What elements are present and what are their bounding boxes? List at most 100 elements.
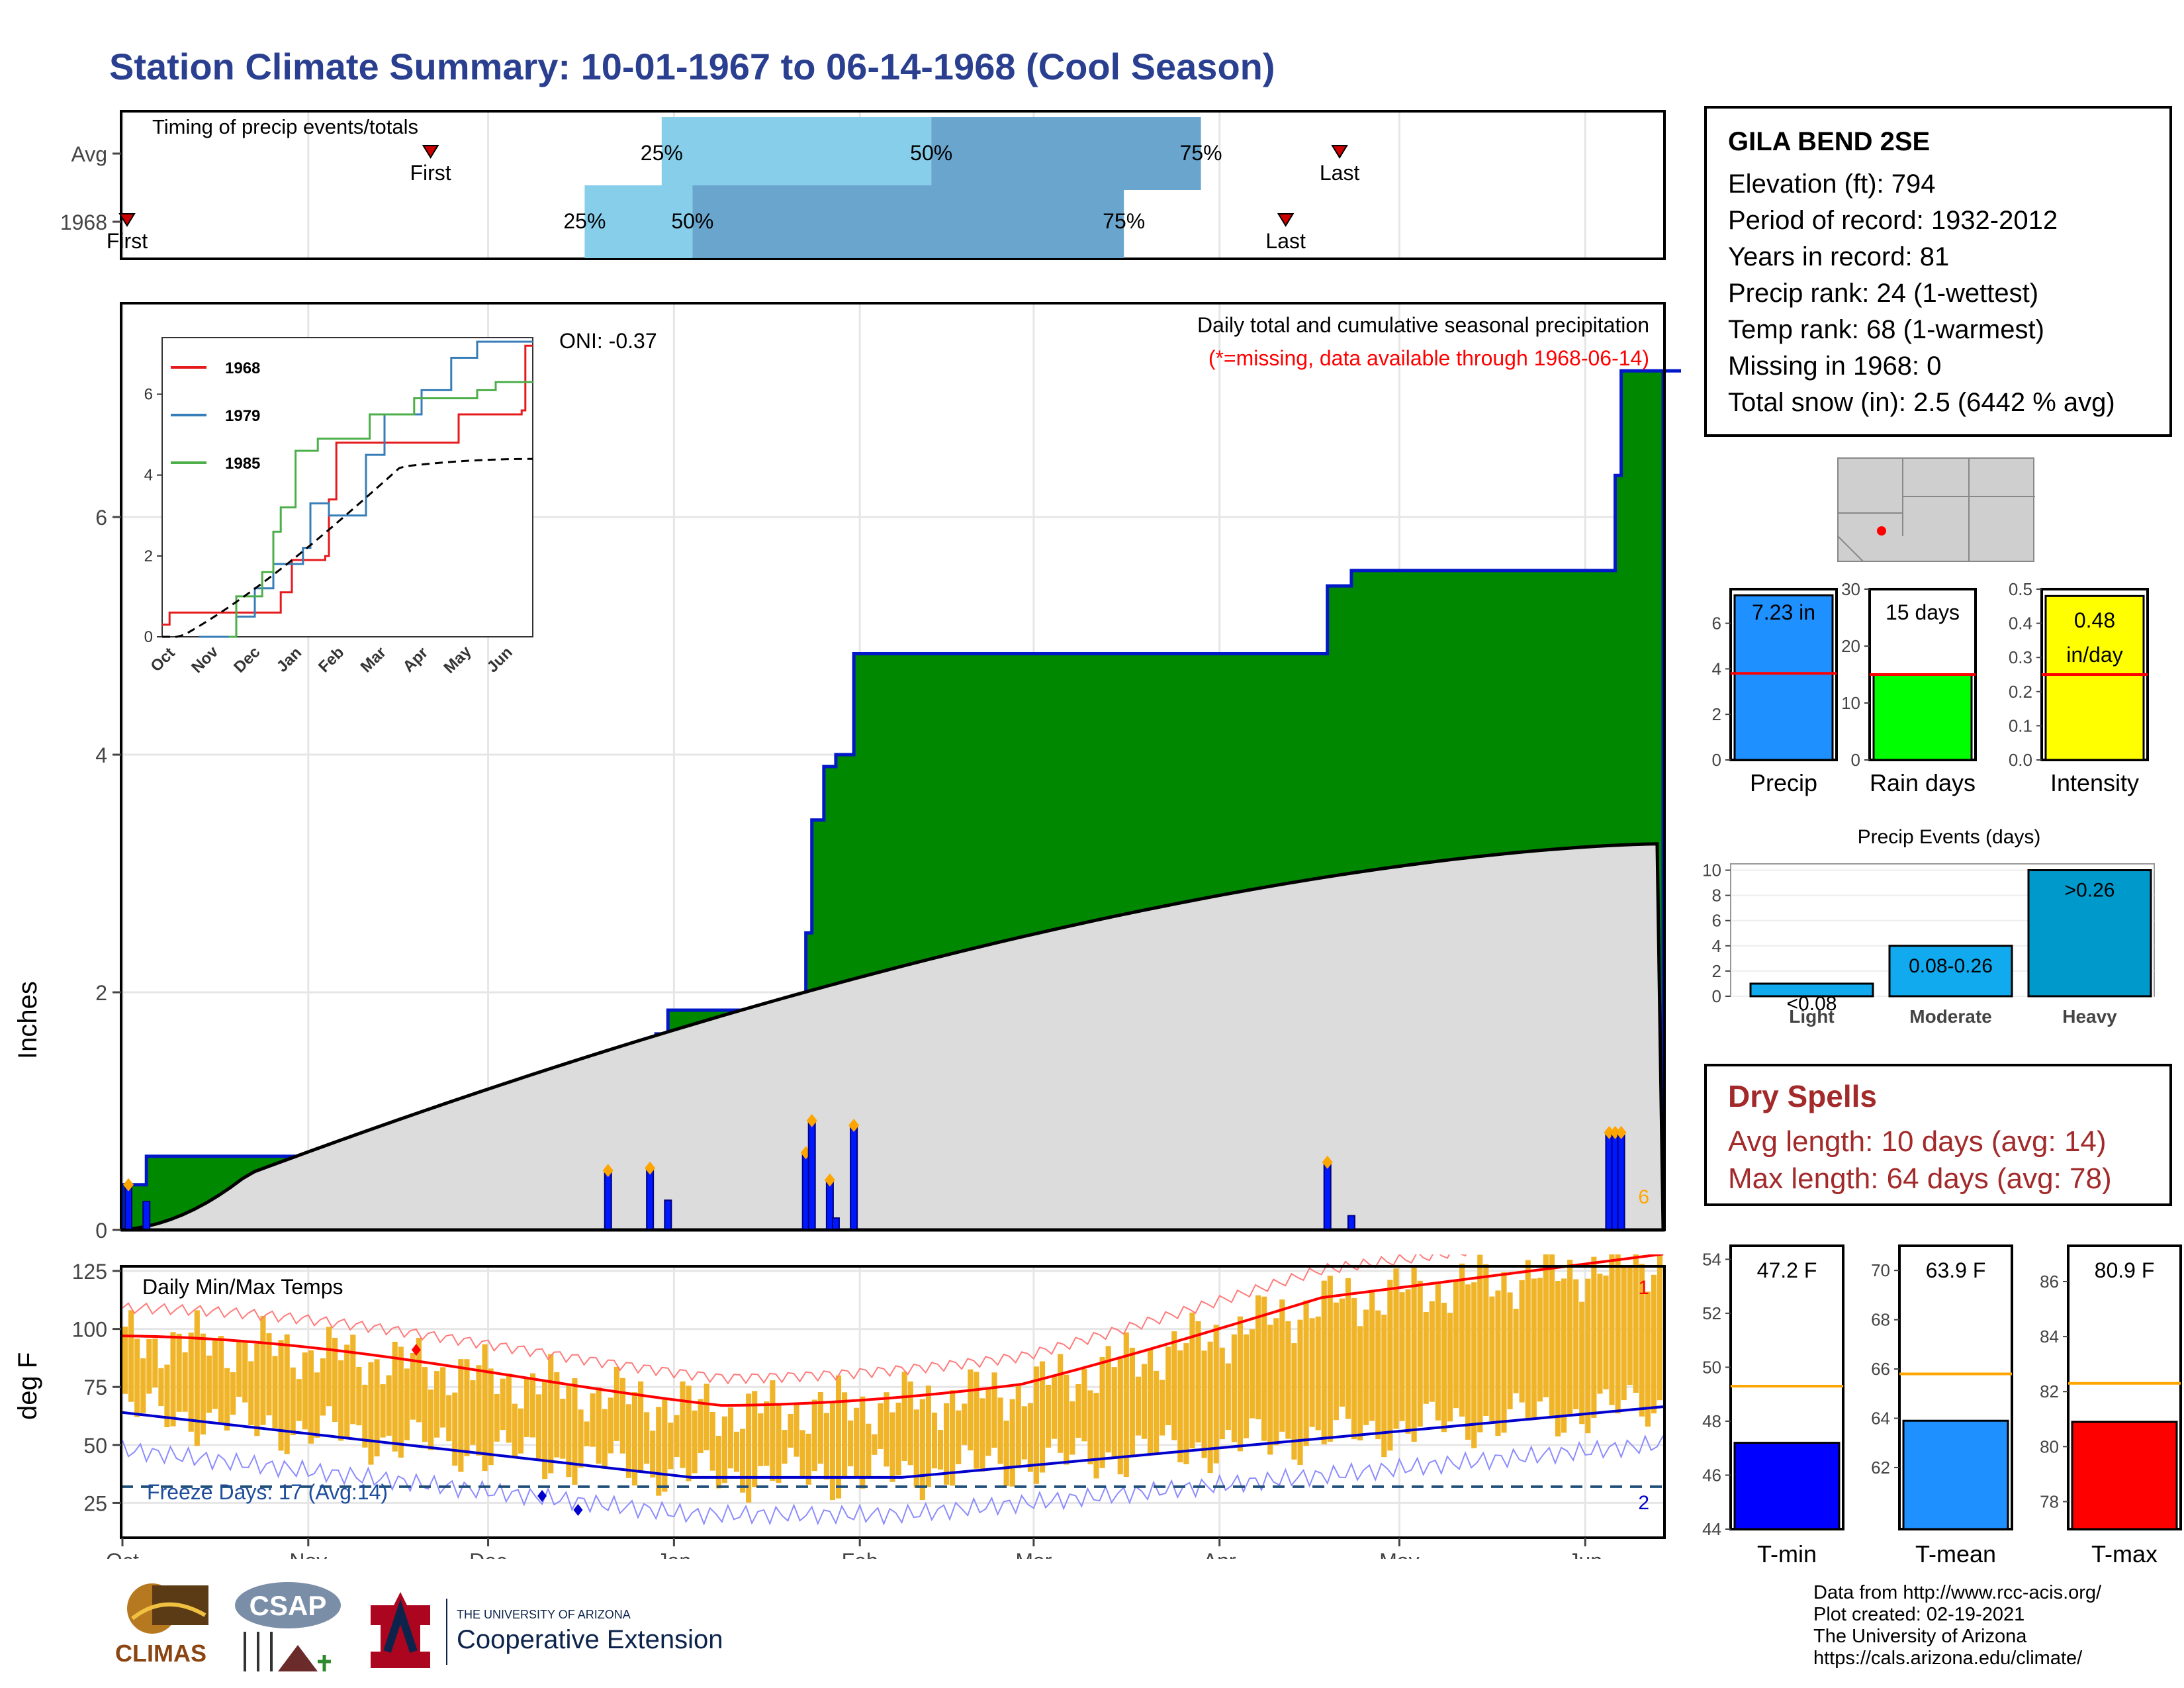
daily-temp-bar <box>266 1333 272 1416</box>
timing-first-label: First <box>107 229 148 253</box>
daily-temp-bar <box>314 1372 320 1438</box>
daily-temp-bar <box>1447 1313 1453 1422</box>
month-label: Mar <box>1015 1549 1052 1559</box>
daily-temp-bar <box>278 1340 284 1451</box>
daily-temp-bar <box>1189 1312 1195 1449</box>
temp-summary-name: T-max <box>2091 1540 2158 1568</box>
daily-temp-bar <box>650 1430 656 1478</box>
daily-precip-marker <box>806 1113 817 1127</box>
daily-temp-bar <box>182 1352 188 1412</box>
dry-spell-max: Max length: 64 days (avg: 78) <box>1728 1162 2112 1195</box>
events-ytick-label: 10 <box>1702 861 1721 880</box>
daily-temp-bar <box>1009 1399 1015 1487</box>
dry-spell-avg: Avg length: 10 days (avg: 14) <box>1728 1125 2107 1158</box>
daily-temp-bar <box>302 1352 308 1430</box>
csap-logo: CSAP <box>235 1582 341 1671</box>
daily-temp-bar <box>398 1346 404 1458</box>
daily-temp-bar <box>458 1359 464 1472</box>
daily-temp-bar <box>242 1341 248 1403</box>
daily-temp-bar <box>1519 1280 1525 1403</box>
precip-ytick-label: 6 <box>95 506 107 530</box>
daily-temp-bar <box>518 1408 524 1454</box>
temp-ytick-label: 125 <box>72 1260 107 1284</box>
timing-q75-label: 75% <box>1103 209 1145 233</box>
daily-temp-bar <box>1201 1350 1207 1458</box>
inset-month-label: Feb <box>315 643 347 676</box>
summary-value-label: 7.23 in <box>1752 600 1815 624</box>
daily-precip-marker <box>1322 1155 1333 1169</box>
daily-temp-bar <box>1165 1346 1171 1425</box>
daily-precip-marker <box>645 1161 656 1175</box>
daily-temp-bar <box>764 1401 770 1466</box>
daily-temp-bar <box>799 1430 805 1479</box>
inset-month-label: Mar <box>357 643 390 676</box>
record-marker <box>573 1503 583 1516</box>
daily-temp-bar <box>1064 1374 1069 1465</box>
month-label: Oct <box>106 1549 139 1559</box>
daily-temp-bar <box>674 1415 680 1457</box>
daily-temp-bar <box>1033 1366 1040 1484</box>
daily-temp-bar <box>794 1404 799 1457</box>
daily-temp-bar <box>1591 1256 1597 1418</box>
daily-temp-bar <box>374 1359 380 1457</box>
timing-q50-q75-bar <box>692 185 1124 258</box>
inset-month-label: Apr <box>400 644 432 676</box>
daily-temp-bar <box>494 1393 500 1442</box>
daily-temp-bar <box>866 1423 872 1478</box>
timing-q25-label: 25% <box>641 141 683 165</box>
daily-temp-bar <box>1615 1254 1621 1414</box>
daily-temp-bar <box>1339 1298 1345 1407</box>
daily-temp-bar <box>692 1410 698 1474</box>
daily-temp-bar <box>727 1407 734 1469</box>
temp-label: Daily Min/Max Temps <box>142 1275 343 1299</box>
daily-precip-bar <box>142 1200 151 1231</box>
daily-temp-bar <box>1579 1301 1585 1425</box>
daily-temp-bar <box>614 1366 619 1441</box>
daily-temp-bar <box>656 1407 662 1496</box>
daily-temp-bar <box>500 1378 506 1430</box>
event-bar-label: 0.08-0.26 <box>1909 955 1993 977</box>
summary-value-label: 0.48 <box>2074 608 2115 632</box>
timing-q25-q50-bar <box>584 185 693 258</box>
daily-temp-bar <box>842 1392 848 1478</box>
footer-line: https://cals.arizona.edu/climate/ <box>1813 1648 2083 1669</box>
daily-temp-bar <box>188 1333 194 1432</box>
daily-temp-bar <box>290 1367 296 1436</box>
daily-temp-bar <box>817 1392 823 1464</box>
daily-precip-marker <box>602 1164 614 1178</box>
daily-temp-bar <box>584 1421 590 1446</box>
daily-temp-bar <box>1135 1376 1142 1436</box>
timing-last-marker <box>1331 145 1348 159</box>
daily-temp-bar <box>631 1392 638 1486</box>
daily-temp-bar <box>1267 1325 1273 1455</box>
events-ytick-label: 2 <box>1712 961 1721 981</box>
daily-temp-bar <box>1015 1385 1021 1469</box>
inset-month-label: Nov <box>188 643 222 677</box>
temp-ylabel: deg F <box>13 1352 42 1420</box>
daily-temp-bar <box>1543 1254 1549 1397</box>
daily-temp-bar <box>1567 1259 1573 1415</box>
daily-temp-bar <box>272 1356 278 1429</box>
daily-temp-bar <box>1561 1278 1567 1433</box>
missing-count: 6 <box>1638 1186 1649 1208</box>
daily-temp-bar <box>1633 1254 1639 1393</box>
daily-temp-bar <box>1111 1367 1117 1457</box>
daily-temp-bar <box>1657 1254 1663 1401</box>
summary-ytick-label: 30 <box>1841 579 1860 599</box>
daily-temp-bar <box>1507 1292 1513 1409</box>
daily-temp-bar <box>937 1430 944 1470</box>
daily-temp-bar <box>1303 1300 1309 1446</box>
daily-temp-bar <box>1058 1354 1064 1453</box>
daily-temp-bar <box>1249 1329 1255 1419</box>
daily-temp-bar <box>410 1353 416 1420</box>
daily-temp-bar <box>854 1407 860 1477</box>
daily-temp-bar <box>230 1372 236 1415</box>
daily-temp-bar <box>619 1378 625 1454</box>
daily-temp-bar <box>380 1384 386 1438</box>
daily-temp-bar <box>1393 1268 1399 1429</box>
daily-temp-bar <box>1213 1325 1219 1464</box>
timing-frame <box>120 110 1666 260</box>
daily-temp-bar <box>1555 1281 1561 1436</box>
daily-temp-bar <box>913 1409 919 1488</box>
svg-text:CSAP: CSAP <box>250 1590 327 1621</box>
